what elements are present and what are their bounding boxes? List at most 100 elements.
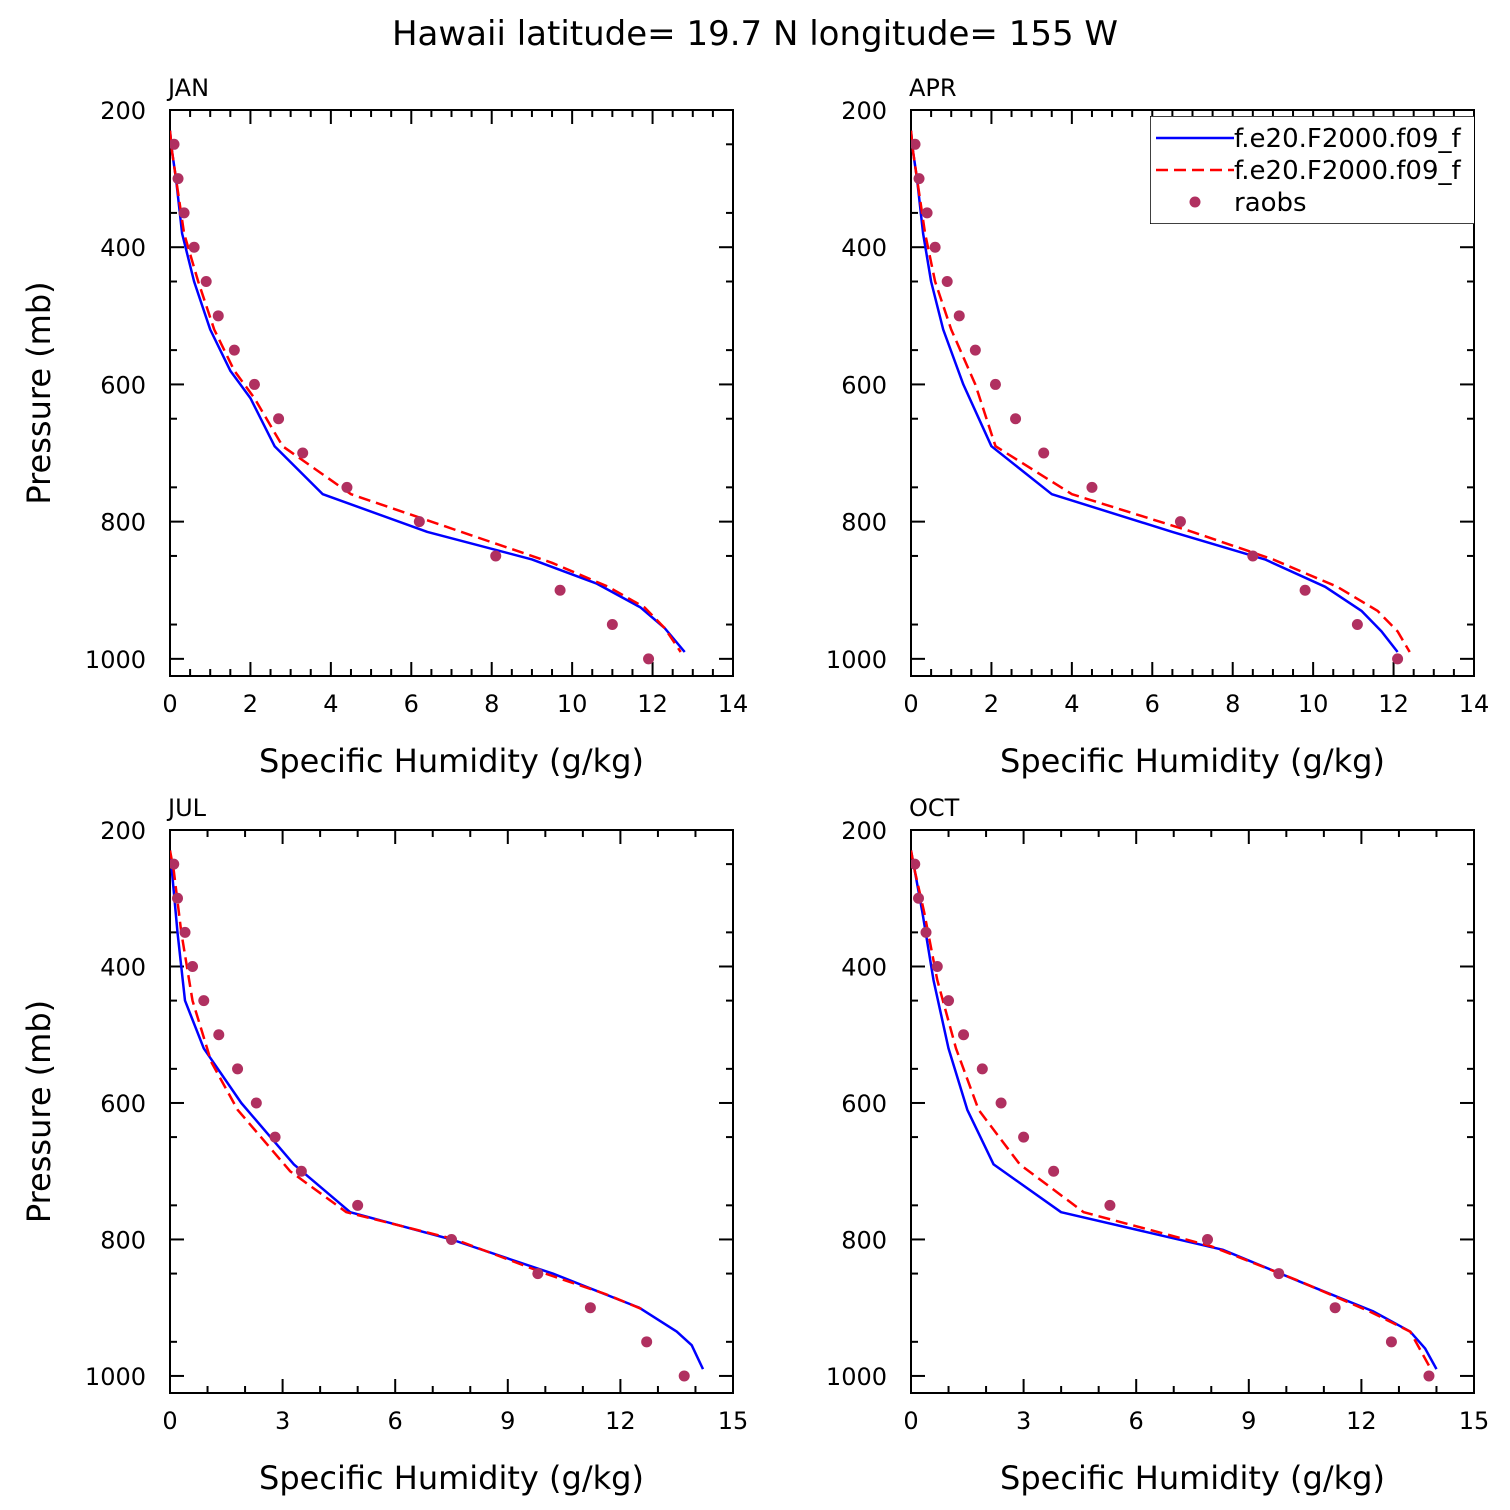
raobs-point — [921, 207, 933, 219]
x-tick-label: 14 — [1459, 690, 1490, 718]
raobs-point — [178, 207, 190, 219]
raobs-point — [295, 1165, 307, 1177]
data-area — [170, 850, 705, 1382]
x-tick-label: 14 — [718, 690, 749, 718]
raobs-point — [958, 1029, 970, 1041]
raobs-point — [953, 310, 965, 322]
raobs-point — [446, 1233, 457, 1245]
raobs-point — [920, 926, 932, 938]
raobs-point — [1273, 1268, 1285, 1280]
y-tick-label: 200 — [841, 817, 887, 845]
x-tick-label: 6 — [1145, 690, 1160, 718]
series-line-dashed — [170, 130, 682, 653]
x-tick-label: 2 — [984, 690, 999, 718]
raobs-point — [170, 858, 180, 870]
raobs-point — [1299, 584, 1311, 596]
x-tick-label: 0 — [162, 1407, 177, 1435]
raobs-point — [188, 241, 200, 253]
series-line-solid — [911, 850, 1438, 1370]
y-tick-label: 200 — [100, 97, 146, 125]
y-tick-label: 800 — [100, 1226, 146, 1254]
y-tick-label: 600 — [100, 1090, 146, 1118]
raobs-point — [341, 481, 353, 493]
x-tick-label: 8 — [1225, 690, 1240, 718]
raobs-point — [911, 858, 921, 870]
raobs-point — [297, 447, 309, 459]
raobs-point — [1385, 1336, 1397, 1348]
legend-entry-label: raobs — [1234, 188, 1307, 218]
raobs-point — [913, 892, 925, 904]
x-tick-label: 10 — [557, 690, 588, 718]
plot-frame — [169, 829, 734, 1394]
x-tick-label: 6 — [1129, 1407, 1144, 1435]
series-line-dashed — [911, 130, 1411, 653]
x-axis-label: Specific Humidity (g/kg) — [259, 742, 644, 780]
raobs-point — [913, 173, 925, 185]
raobs-point — [532, 1268, 544, 1280]
y-tick-label: 400 — [100, 234, 146, 262]
raobs-point — [179, 926, 191, 938]
panel-jan: JAN 0 2 4 6 8 10 12 14 200 400 600 800 1000 Specific H… — [20, 74, 748, 780]
raobs-point — [941, 276, 953, 288]
figure-title: Hawaii latitude= 19.7 N longitude= 155 W — [392, 14, 1118, 54]
raobs-point — [554, 584, 566, 596]
x-tick-label: 12 — [605, 1407, 636, 1435]
raobs-point — [200, 276, 212, 288]
data-area — [170, 130, 686, 665]
x-tick-label: 0 — [162, 690, 177, 718]
raobs-point — [1086, 481, 1098, 493]
raobs-point — [1329, 1302, 1341, 1314]
y-tick-label: 400 — [841, 953, 887, 981]
series-line-dashed — [911, 850, 1431, 1367]
raobs-point — [212, 310, 224, 322]
raobs-point — [1174, 516, 1186, 528]
y-tick-label: 400 — [841, 234, 887, 262]
raobs-point — [931, 960, 943, 972]
raobs-point — [250, 1097, 262, 1109]
raobs-point — [1038, 447, 1050, 459]
x-tick-label: 9 — [1241, 1407, 1256, 1435]
x-axis-label: Specific Humidity (g/kg) — [1000, 1459, 1385, 1497]
raobs-point — [213, 1029, 225, 1041]
y-tick-label: 800 — [841, 1226, 887, 1254]
x-tick-label: 4 — [1064, 690, 1079, 718]
raobs-point — [352, 1199, 364, 1211]
y-tick-label: 600 — [841, 371, 887, 399]
legend-entry-label: f.e20.F2000.f09_f — [1234, 124, 1461, 154]
series-line-solid — [170, 850, 705, 1370]
raobs-point — [643, 653, 655, 665]
y-tick-label: 800 — [841, 509, 887, 537]
x-tick-label: 4 — [323, 690, 338, 718]
raobs-point — [943, 995, 955, 1007]
y-tick-label: 1000 — [85, 646, 146, 674]
panel-label: JAN — [166, 74, 209, 102]
x-tick-label: 10 — [1298, 690, 1329, 718]
x-tick-label: 9 — [500, 1407, 515, 1435]
raobs-point — [170, 138, 180, 150]
raobs-point — [228, 344, 240, 356]
raobs-point — [1010, 413, 1022, 425]
plot-frame — [169, 109, 734, 677]
raobs-point — [1392, 653, 1404, 665]
raobs-point — [269, 1131, 281, 1143]
raobs-point — [1351, 619, 1363, 631]
raobs-point — [1048, 1165, 1060, 1177]
panel-label: OCT — [909, 794, 960, 822]
x-tick-label: 6 — [404, 690, 419, 718]
panel-oct: OCT 0 3 6 9 12 15 200 400 600 800 1000 Specific Humi… — [826, 794, 1489, 1497]
raobs-point — [1247, 550, 1259, 562]
legend-marker — [1189, 196, 1201, 208]
raobs-point — [929, 241, 941, 253]
panel-apr: APR 0 2 4 6 8 10 12 14 200 400 600 800 1000 Specific H… — [826, 74, 1489, 780]
raobs-point — [172, 892, 184, 904]
y-tick-label: 1000 — [826, 646, 887, 674]
panel-label: APR — [909, 74, 957, 102]
x-tick-label: 12 — [1378, 690, 1409, 718]
raobs-point — [187, 960, 199, 972]
x-tick-label: 15 — [1459, 1407, 1490, 1435]
series-line-solid — [170, 130, 686, 653]
raobs-point — [1423, 1370, 1435, 1382]
panel-jul: JUL 0 3 6 9 12 15 200 400 600 800 1000 Specific Humi… — [20, 794, 748, 1497]
